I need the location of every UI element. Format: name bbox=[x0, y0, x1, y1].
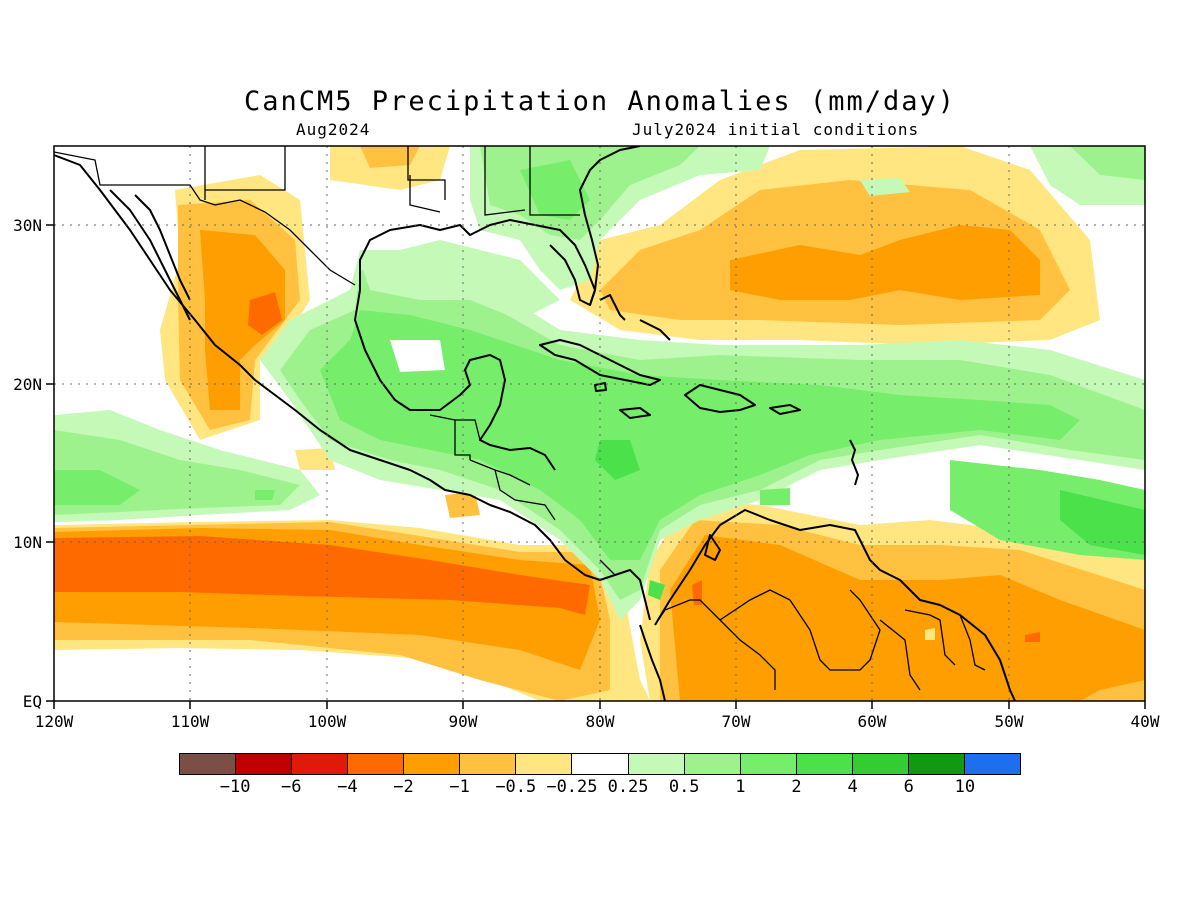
us-plains-dry bbox=[330, 146, 450, 190]
gulf-wet bbox=[360, 240, 560, 320]
lat-label-10n: 10N bbox=[13, 533, 42, 552]
lon-label-120w: 120W bbox=[35, 712, 74, 731]
legend-label: −6 bbox=[281, 777, 302, 797]
legend-swatch bbox=[628, 754, 685, 774]
lat-label-20n: 20N bbox=[13, 375, 42, 394]
legend-label: 2 bbox=[791, 777, 802, 797]
legend-swatch bbox=[572, 754, 629, 774]
legend-label: 4 bbox=[847, 777, 858, 797]
lat-label-30n: 30N bbox=[13, 216, 42, 235]
legend-swatch bbox=[460, 754, 517, 774]
lon-label-70w: 70W bbox=[722, 712, 751, 731]
eastern-pacific-wet bbox=[54, 410, 320, 522]
legend-swatch bbox=[908, 754, 965, 774]
lon-label-50w: 50W bbox=[995, 712, 1024, 731]
caribbean-wet bbox=[260, 250, 1145, 620]
legend-labels: −10 −6 −4 −2 −1 −0.5 −0.25 0.25 0.5 1 2 4 6 10 bbox=[179, 777, 1021, 799]
legend-label: −0.25 bbox=[546, 777, 598, 797]
southeast-us-wet bbox=[470, 146, 770, 290]
color-legend bbox=[179, 753, 1021, 775]
tropical-atlantic-wet bbox=[760, 460, 1145, 560]
legend-swatch bbox=[740, 754, 797, 774]
legend-swatch bbox=[236, 754, 293, 774]
lon-label-90w: 90W bbox=[449, 712, 478, 731]
legend-label: −1 bbox=[449, 777, 470, 797]
legend-label: 0.5 bbox=[668, 777, 700, 797]
legend-label: −4 bbox=[337, 777, 358, 797]
legend-swatch bbox=[404, 754, 461, 774]
subtropical-atlantic-dry bbox=[570, 146, 1100, 345]
legend-label: 1 bbox=[735, 777, 746, 797]
forecast-month: Aug2024 bbox=[296, 120, 371, 139]
legend-swatch bbox=[796, 754, 853, 774]
axis-ticks bbox=[46, 224, 1146, 709]
legend-label: −2 bbox=[393, 777, 414, 797]
legend-label: 0.25 bbox=[607, 777, 649, 797]
lon-label-80w: 80W bbox=[586, 712, 615, 731]
western-mexico-dry bbox=[160, 175, 310, 440]
legend-label: −10 bbox=[219, 777, 251, 797]
legend-swatch bbox=[180, 754, 237, 774]
south-america-dry bbox=[640, 500, 1145, 701]
legend-swatch bbox=[516, 754, 573, 774]
legend-swatch bbox=[684, 754, 741, 774]
legend-label: −0.5 bbox=[495, 777, 537, 797]
lon-label-110w: 110W bbox=[171, 712, 210, 731]
map-title: CanCM5 Precipitation Anomalies (mm/day) bbox=[244, 86, 956, 117]
legend-label: 6 bbox=[903, 777, 914, 797]
nw-atlantic-wet bbox=[860, 146, 1145, 205]
country-borders bbox=[54, 146, 986, 691]
lon-label-60w: 60W bbox=[858, 712, 887, 731]
graticule bbox=[54, 146, 1145, 701]
initial-conditions: July2024 initial conditions bbox=[632, 120, 920, 139]
lon-label-100w: 100W bbox=[308, 712, 347, 731]
legend-swatch bbox=[348, 754, 405, 774]
legend-swatch bbox=[852, 754, 909, 774]
lon-label-40w: 40W bbox=[1131, 712, 1160, 731]
legend-swatch bbox=[292, 754, 349, 774]
legend-swatch bbox=[964, 754, 1020, 774]
legend-label: 10 bbox=[954, 777, 976, 797]
lat-label-eq: EQ bbox=[23, 692, 42, 711]
coastlines bbox=[54, 146, 1016, 701]
